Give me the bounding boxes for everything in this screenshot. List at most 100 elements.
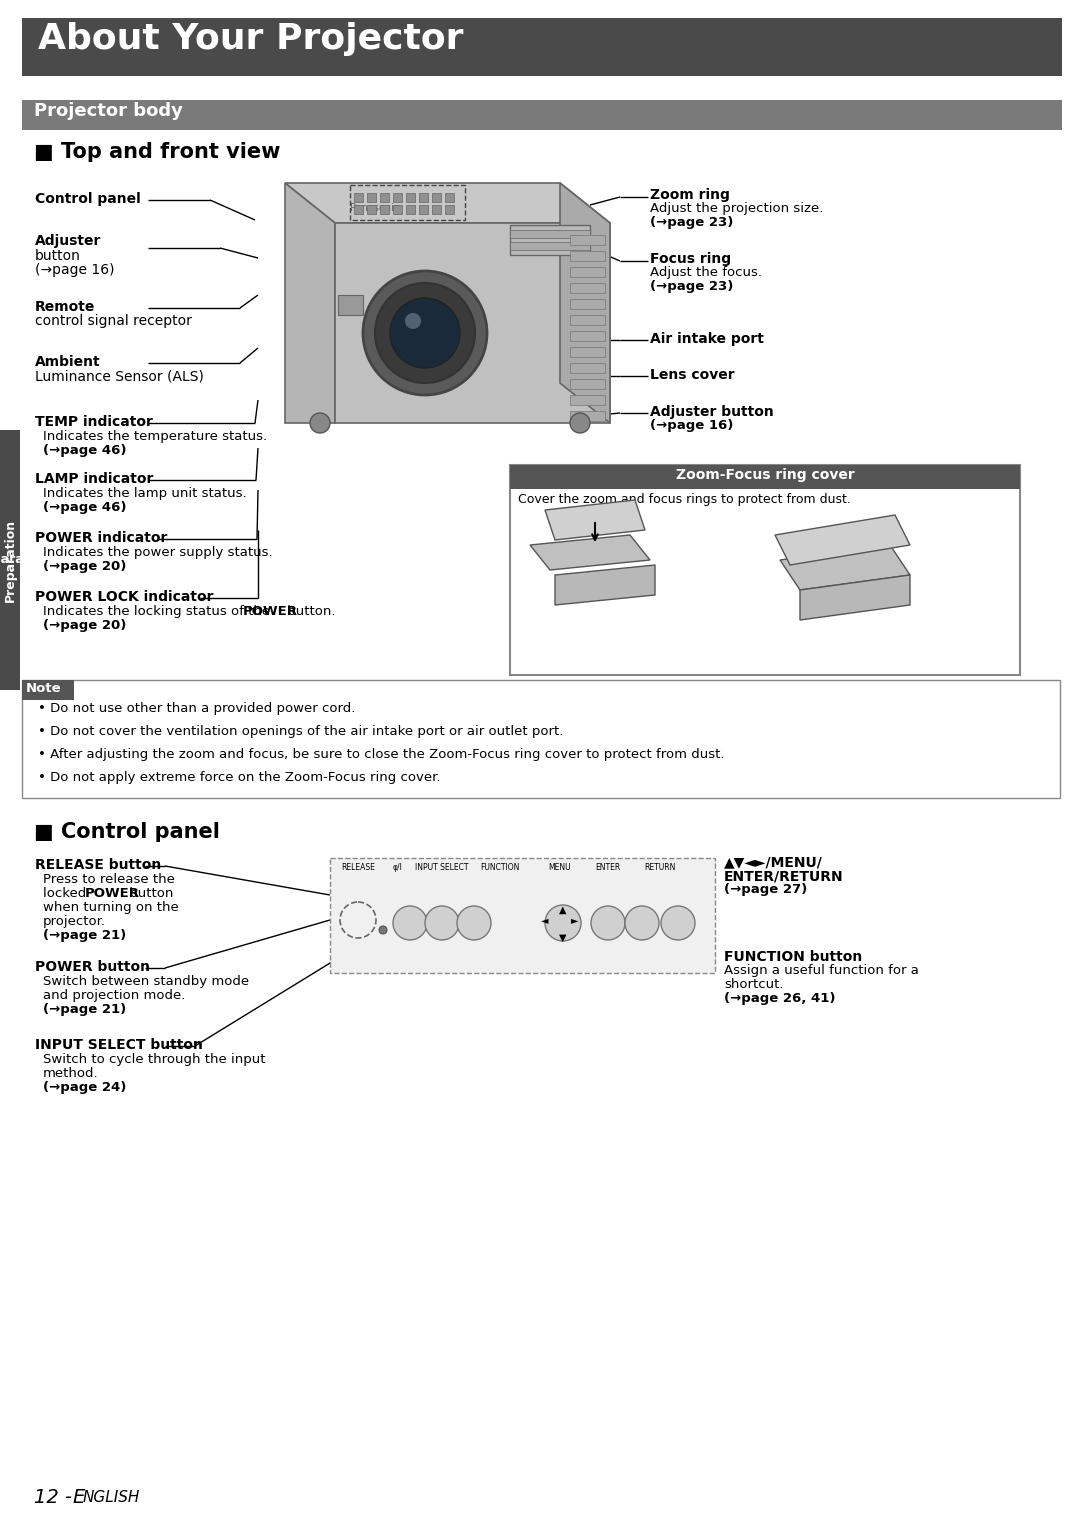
Bar	[510, 241, 590, 250]
Bar	[406, 192, 415, 202]
Text: About Your Projector: About Your Projector	[38, 21, 463, 56]
Bar	[338, 295, 363, 315]
Bar	[570, 235, 605, 244]
Text: Focus ring: Focus ring	[650, 252, 731, 266]
Text: INPUT SELECT: INPUT SELECT	[415, 863, 469, 872]
Text: FUNCTION: FUNCTION	[481, 863, 519, 872]
Text: φ/I: φ/I	[393, 863, 403, 872]
Bar	[570, 395, 605, 405]
Text: and projection mode.: and projection mode.	[43, 989, 186, 1002]
Text: shortcut.: shortcut.	[724, 977, 783, 991]
Text: Zoom ring: Zoom ring	[650, 188, 730, 202]
Text: • Do not cover the ventilation openings of the air intake port or air outlet por: • Do not cover the ventilation openings …	[38, 725, 564, 738]
Text: Press to release the: Press to release the	[43, 873, 175, 886]
Circle shape	[375, 282, 475, 383]
Text: when turning on the: when turning on the	[43, 901, 179, 915]
Circle shape	[426, 906, 459, 941]
Bar	[393, 205, 402, 214]
Bar	[367, 192, 376, 202]
Bar	[419, 192, 428, 202]
Text: (→page 20): (→page 20)	[43, 560, 126, 573]
Bar	[419, 205, 428, 214]
Text: (→page 21): (→page 21)	[43, 928, 126, 942]
Text: Indicates the temperature status.: Indicates the temperature status.	[43, 431, 267, 443]
Text: Assign a useful function for a: Assign a useful function for a	[724, 964, 919, 977]
Text: (→page 20): (→page 20)	[43, 618, 126, 632]
Text: POWER indicator: POWER indicator	[35, 531, 167, 545]
Text: NGLISH: NGLISH	[83, 1490, 140, 1506]
Polygon shape	[545, 499, 645, 541]
Text: (→page 16): (→page 16)	[35, 263, 114, 276]
Bar	[510, 231, 590, 238]
Text: INPUT SELECT button: INPUT SELECT button	[35, 1038, 203, 1052]
Text: FUNCTION button: FUNCTION button	[724, 950, 862, 964]
Bar	[22, 680, 1059, 799]
Text: ENTER: ENTER	[595, 863, 621, 872]
Text: ◄: ◄	[541, 915, 549, 925]
Text: 12 -: 12 -	[33, 1487, 78, 1507]
Text: ▲▼◄►/MENU/: ▲▼◄►/MENU/	[724, 855, 823, 869]
Bar	[445, 192, 454, 202]
Text: POWER: POWER	[85, 887, 140, 899]
Bar	[22, 99, 1062, 130]
Text: control signal receptor: control signal receptor	[35, 315, 192, 328]
Bar	[393, 192, 402, 202]
Text: Preparation: Preparation	[0, 553, 52, 567]
Bar	[406, 205, 415, 214]
Text: Panasonic: Panasonic	[350, 203, 400, 212]
Text: projector.: projector.	[43, 915, 106, 928]
Text: Air intake port: Air intake port	[650, 331, 764, 347]
Polygon shape	[775, 515, 910, 565]
Circle shape	[310, 412, 330, 434]
Text: (→page 21): (→page 21)	[43, 1003, 126, 1015]
Text: button.: button.	[283, 605, 336, 618]
Bar	[510, 224, 590, 255]
Text: Adjust the focus.: Adjust the focus.	[650, 266, 762, 279]
Bar	[354, 192, 363, 202]
Bar	[432, 205, 441, 214]
Text: Indicates the lamp unit status.: Indicates the lamp unit status.	[43, 487, 246, 499]
Polygon shape	[800, 576, 910, 620]
Text: button: button	[125, 887, 174, 899]
Text: ENTER/RETURN: ENTER/RETURN	[724, 869, 843, 883]
Text: Switch between standby mode: Switch between standby mode	[43, 976, 249, 988]
Bar	[510, 466, 1020, 675]
Bar	[0, 431, 21, 690]
Bar	[570, 315, 605, 325]
Bar	[22, 680, 75, 699]
Bar	[570, 379, 605, 389]
Text: Luminance Sensor (ALS): Luminance Sensor (ALS)	[35, 370, 204, 383]
Bar	[367, 205, 376, 214]
Bar	[570, 363, 605, 373]
Text: ■ Top and front view: ■ Top and front view	[33, 142, 281, 162]
Text: RETURN: RETURN	[645, 863, 676, 872]
Text: Remote: Remote	[35, 299, 95, 315]
Text: RELEASE: RELEASE	[341, 863, 375, 872]
Text: Preparation: Preparation	[3, 519, 16, 602]
Text: Switch to cycle through the input: Switch to cycle through the input	[43, 1054, 266, 1066]
Bar	[22, 18, 1062, 76]
Text: (→page 46): (→page 46)	[43, 444, 126, 457]
Text: Projector body: Projector body	[33, 102, 183, 121]
Bar	[570, 411, 605, 421]
Circle shape	[405, 313, 421, 328]
Text: (→page 27): (→page 27)	[724, 883, 807, 896]
Polygon shape	[285, 183, 610, 223]
Bar	[570, 282, 605, 293]
Text: (→page 23): (→page 23)	[650, 215, 733, 229]
Bar	[570, 250, 605, 261]
Text: POWER LOCK indicator: POWER LOCK indicator	[35, 589, 214, 605]
Circle shape	[661, 906, 696, 941]
Text: POWER button: POWER button	[35, 960, 150, 974]
Circle shape	[625, 906, 659, 941]
Polygon shape	[555, 565, 654, 605]
Text: ▼: ▼	[559, 933, 567, 944]
Text: Adjuster: Adjuster	[35, 234, 102, 247]
Text: POWER: POWER	[243, 605, 298, 618]
Text: Ambient: Ambient	[35, 354, 100, 370]
Bar	[510, 466, 1020, 489]
Text: TEMP indicator: TEMP indicator	[35, 415, 153, 429]
Text: Cover the zoom and focus rings to protect from dust.: Cover the zoom and focus rings to protec…	[518, 493, 851, 505]
Polygon shape	[285, 183, 335, 423]
Bar	[380, 205, 389, 214]
